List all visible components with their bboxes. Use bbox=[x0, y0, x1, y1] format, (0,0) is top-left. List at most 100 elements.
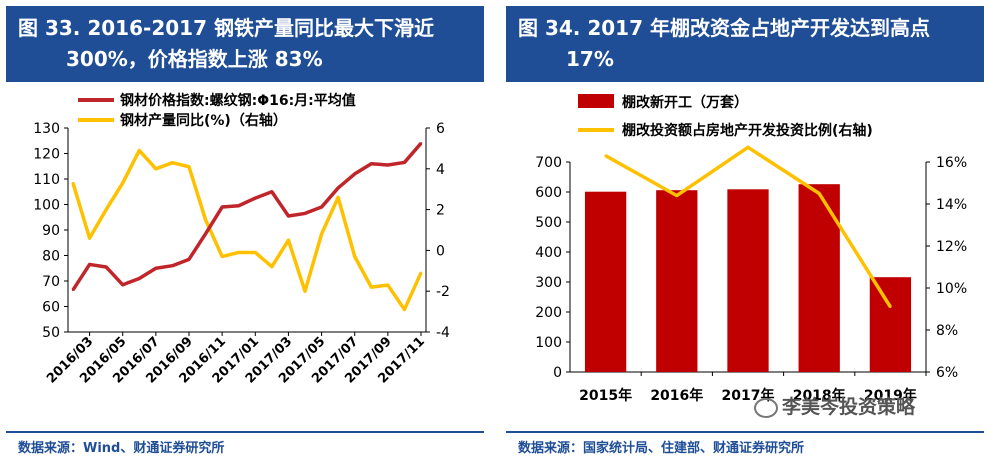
right-title-line2: 17% bbox=[566, 47, 614, 71]
left-y-tick-label: 60 bbox=[42, 300, 60, 316]
yoy-point bbox=[254, 251, 257, 254]
series-line-steel-output-yoy bbox=[71, 148, 423, 312]
x-tick-label: 2019年 bbox=[864, 387, 917, 404]
left-y-tick-label: 90 bbox=[42, 223, 60, 239]
yoy-point bbox=[171, 161, 174, 164]
right-y-tick-label: 4 bbox=[436, 162, 445, 178]
left-y-tick-label: 600 bbox=[535, 185, 562, 201]
left-y-tick-label: 300 bbox=[535, 275, 562, 291]
watermark-text: 李美岑投资策略 bbox=[782, 396, 916, 418]
right-y-tick-label: 8% bbox=[936, 323, 958, 339]
price-point bbox=[270, 190, 274, 193]
right-y-tick-label: 14% bbox=[936, 197, 967, 213]
price-point bbox=[121, 283, 124, 287]
right-y-tick-label: -2 bbox=[436, 284, 450, 300]
bar-2018年 bbox=[798, 184, 840, 372]
left-y-tick-label: 0 bbox=[553, 365, 562, 381]
price-point bbox=[138, 277, 141, 280]
bar-2017年 bbox=[727, 189, 769, 372]
legend-label-price: 钢材价格指数:螺纹钢:Φ16:月:平均值 bbox=[120, 92, 356, 109]
yoy-point bbox=[204, 218, 207, 221]
yoy-point bbox=[220, 255, 224, 258]
right-chart: 0 100 200 300 400 500 600 700 6% 8% 10% 12% 14% 16% 20… bbox=[535, 94, 967, 404]
yoy-point bbox=[403, 308, 406, 311]
yoy-point bbox=[138, 149, 141, 152]
yoy-point bbox=[237, 251, 240, 254]
left-y-tick-label: 110 bbox=[33, 172, 60, 188]
watermark: 李美岑投资策略 bbox=[754, 392, 984, 428]
right-chart-panel: 图 34. 2017 年棚改资金占地产开发达到高点 17% 0 100 200 300… bbox=[506, 0, 984, 456]
price-point bbox=[370, 162, 373, 165]
legend-swatch-bar bbox=[578, 94, 614, 108]
x-tick-label: 2018年 bbox=[793, 387, 846, 404]
left-y-tick-label: 70 bbox=[42, 274, 60, 290]
price-point bbox=[254, 196, 257, 200]
price-point bbox=[237, 204, 240, 207]
yoy-point bbox=[353, 255, 356, 258]
yoy-point bbox=[370, 285, 373, 289]
yoy-point bbox=[71, 181, 75, 185]
right-title-line1: 图 34. 2017 年棚改资金占地产开发达到高点 bbox=[518, 16, 930, 40]
price-point bbox=[88, 263, 91, 266]
price-point bbox=[171, 264, 174, 267]
bar-2015年 bbox=[584, 191, 627, 372]
right-y-tick-label: 12% bbox=[936, 239, 967, 255]
left-y-tick-label: 80 bbox=[42, 249, 60, 265]
price-point bbox=[71, 288, 75, 292]
left-y-tick-label: 130 bbox=[33, 121, 60, 137]
yoy-point bbox=[419, 271, 423, 275]
left-y-tick-label: 700 bbox=[535, 155, 562, 171]
left-y-tick-label: 100 bbox=[535, 335, 562, 351]
left-y-tick-label: 400 bbox=[535, 245, 562, 261]
left-chart-title: 图 33. 2016-2017 钢铁产量同比最大下滑近 300%，价格指数上涨 … bbox=[6, 6, 484, 82]
legend-label-yoy: 钢材产量同比(%)（右轴） bbox=[120, 112, 287, 129]
price-point bbox=[287, 214, 290, 218]
yoy-point bbox=[154, 167, 158, 170]
share-point bbox=[675, 194, 678, 197]
yoy-point bbox=[104, 208, 108, 211]
yoy-point bbox=[88, 236, 91, 240]
yoy-point bbox=[121, 181, 124, 185]
yoy-point bbox=[320, 232, 323, 236]
price-point bbox=[104, 265, 108, 269]
yoy-point bbox=[187, 165, 191, 168]
left-y-tick-label: 200 bbox=[535, 305, 562, 321]
right-y-tick-label: 16% bbox=[936, 155, 967, 171]
left-y-tick-label: 500 bbox=[535, 215, 562, 231]
price-point bbox=[204, 232, 207, 236]
right-y-tick-label: 0 bbox=[436, 243, 445, 259]
price-point bbox=[353, 172, 356, 176]
share-point bbox=[818, 192, 821, 195]
series-line-steel-price-index bbox=[71, 142, 423, 291]
left-y-tick-label: 120 bbox=[33, 147, 60, 163]
bar-2019年 bbox=[869, 277, 912, 372]
price-point bbox=[403, 161, 406, 164]
left-title-line2: 300%，价格指数上涨 83% bbox=[66, 47, 323, 71]
right-y-tick-label: 6% bbox=[936, 365, 958, 381]
price-point bbox=[154, 267, 158, 270]
price-point bbox=[386, 163, 390, 167]
x-tick-label: 2015年 bbox=[579, 387, 632, 404]
price-point bbox=[220, 205, 224, 209]
x-tick-label: 2016年 bbox=[650, 387, 703, 404]
right-y-tick-label: 2 bbox=[436, 203, 445, 219]
yoy-point bbox=[287, 239, 290, 242]
price-point bbox=[303, 212, 307, 215]
right-y-tick-label: -4 bbox=[436, 325, 450, 341]
wechat-icon bbox=[754, 397, 778, 418]
right-source-note: 数据来源：国家统计局、住建部、财通证券研究所 bbox=[506, 431, 984, 456]
left-chart-panel: 图 33. 2016-2017 钢铁产量同比最大下滑近 300%，价格指数上涨 … bbox=[6, 0, 484, 456]
price-point bbox=[419, 142, 423, 145]
right-y-tick-label: 10% bbox=[936, 281, 967, 297]
share-point bbox=[746, 146, 750, 149]
yoy-point bbox=[336, 196, 340, 199]
yoy-point bbox=[270, 265, 274, 268]
left-y-tick-label: 100 bbox=[33, 198, 60, 214]
share-point bbox=[889, 305, 892, 309]
right-chart-title: 图 34. 2017 年棚改资金占地产开发达到高点 17% bbox=[506, 6, 984, 82]
left-chart: 5060708090100110120130-4-202462016/03201… bbox=[33, 92, 450, 387]
price-point bbox=[320, 205, 323, 209]
legend-label-line: 棚改投资额占房地产开发投资比例(右轴) bbox=[622, 122, 873, 139]
price-point bbox=[336, 186, 340, 190]
yoy-point bbox=[303, 290, 307, 293]
